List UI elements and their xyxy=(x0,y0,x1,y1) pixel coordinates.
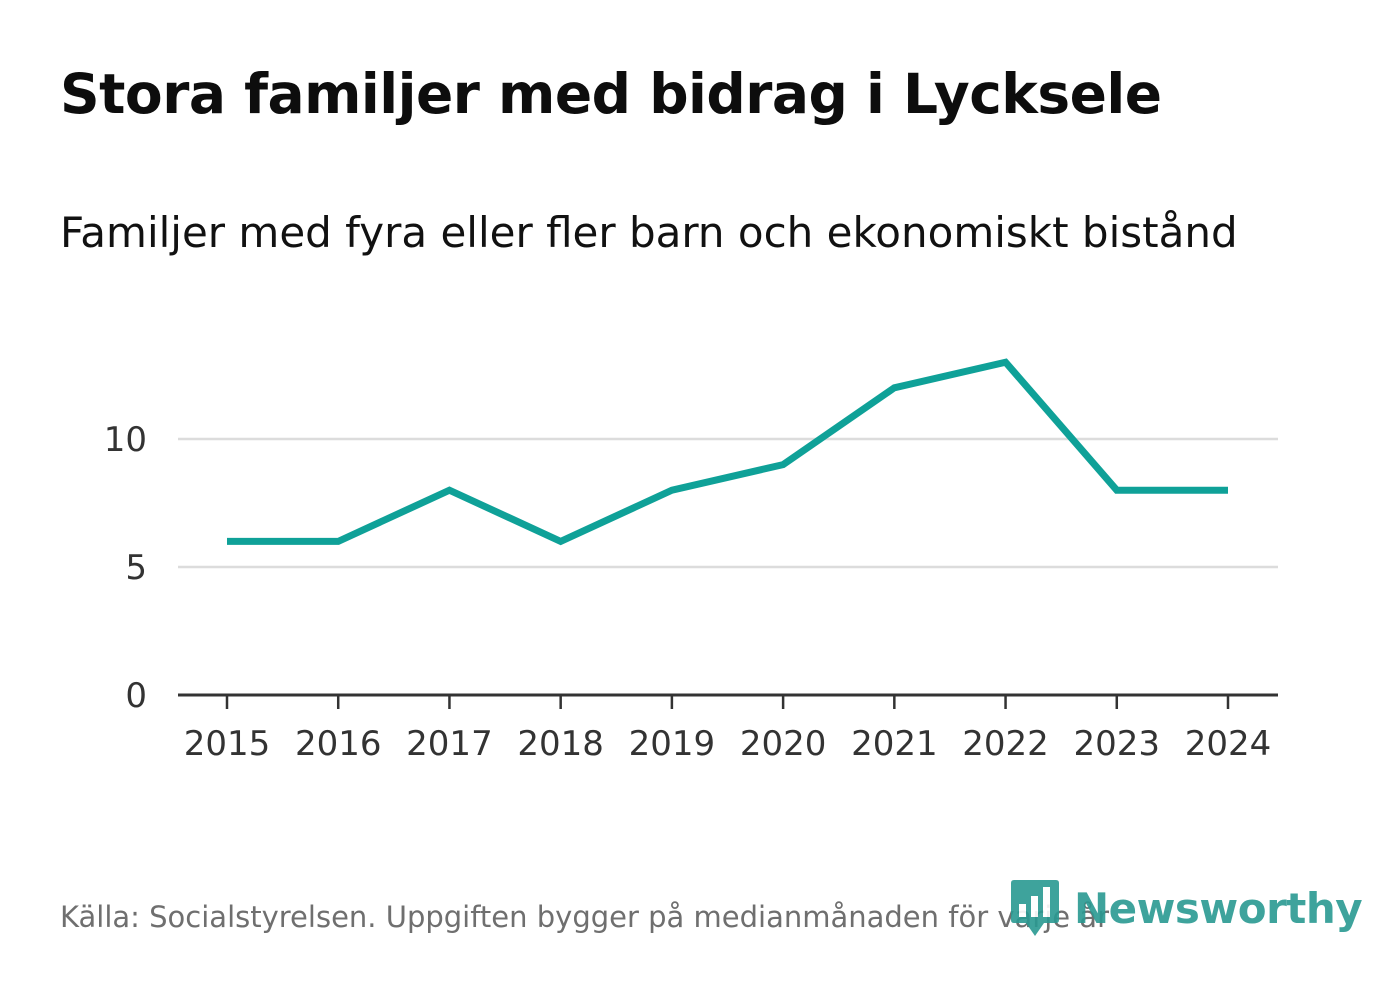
x-tick-label: 2019 xyxy=(629,724,716,764)
x-tick-label: 2016 xyxy=(295,724,382,764)
series-line xyxy=(227,358,1228,546)
y-tick-label: 5 xyxy=(125,548,147,588)
x-tick-label: 2021 xyxy=(851,724,938,764)
x-tick-label: 2020 xyxy=(740,724,827,764)
bar-chart-pin-icon xyxy=(1011,880,1059,936)
newsworthy-logo: Newsworthy xyxy=(1010,878,1363,938)
x-tick-label: 2017 xyxy=(406,724,493,764)
source-note: Källa: Socialstyrelsen. Uppgiften bygger… xyxy=(60,900,1109,934)
logo-text: Newsworthy xyxy=(1074,883,1363,933)
x-tick-label: 2024 xyxy=(1185,724,1272,764)
x-tick-label: 2018 xyxy=(517,724,604,764)
x-tick-label: 2022 xyxy=(962,724,1049,764)
x-tick-label: 2015 xyxy=(184,724,271,764)
chart-subtitle: Familjer med fyra eller fler barn och ek… xyxy=(60,208,1238,257)
chart-title: Stora familjer med bidrag i Lycksele xyxy=(60,62,1162,126)
y-tick-label: 10 xyxy=(104,420,147,460)
y-tick-label: 0 xyxy=(125,676,147,716)
x-tick-label: 2023 xyxy=(1074,724,1161,764)
